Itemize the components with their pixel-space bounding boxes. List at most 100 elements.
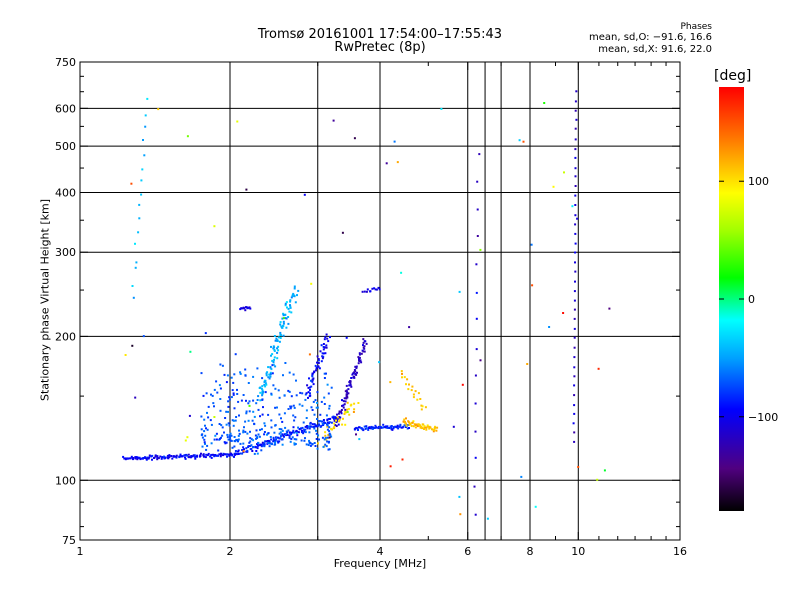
data-point [283, 435, 285, 438]
data-point [217, 449, 220, 452]
data-point [424, 406, 427, 409]
data-point [313, 423, 316, 426]
data-point [134, 266, 137, 269]
data-point [288, 310, 291, 313]
data-point [274, 443, 277, 446]
data-point [324, 352, 327, 355]
data-point [573, 299, 576, 302]
data-point [204, 442, 206, 445]
data-point [218, 423, 221, 425]
data-point [256, 367, 259, 370]
data-point [237, 450, 239, 453]
data-point [145, 457, 148, 460]
data-point [574, 185, 577, 187]
data-point [313, 442, 316, 444]
data-point [225, 423, 228, 426]
data-point [320, 400, 323, 403]
data-point [573, 336, 576, 339]
data-point [403, 418, 406, 421]
data-point [410, 425, 413, 427]
data-point [338, 420, 341, 423]
data-point [396, 161, 399, 164]
data-point [363, 347, 366, 350]
data-point [289, 300, 292, 303]
data-point [340, 409, 343, 411]
data-point [562, 312, 565, 314]
data-point [328, 436, 331, 439]
data-point [368, 427, 370, 429]
data-point [431, 428, 433, 431]
data-point [289, 299, 292, 302]
plot-frame [79, 61, 681, 541]
data-point [256, 452, 259, 455]
data-point [229, 437, 232, 440]
data-point [328, 407, 331, 410]
data-point [417, 392, 420, 395]
data-point [239, 442, 242, 445]
data-point [293, 419, 296, 422]
data-point [518, 139, 521, 142]
data-point [248, 404, 251, 407]
data-point [362, 428, 364, 431]
data-point [386, 427, 389, 429]
data-point [138, 217, 141, 220]
data-point [346, 401, 349, 404]
data-point [355, 365, 358, 368]
data-point [415, 423, 418, 426]
data-point [263, 443, 266, 446]
data-point [294, 301, 297, 304]
data-point [287, 389, 290, 392]
data-point [268, 445, 271, 448]
data-point [321, 436, 324, 439]
data-point [321, 420, 323, 423]
data-point [307, 425, 310, 428]
data-point [261, 394, 264, 397]
data-point [264, 440, 267, 443]
data-point [282, 314, 285, 317]
data-point [245, 410, 248, 413]
data-point [349, 380, 351, 383]
data-point [316, 355, 319, 358]
data-point [272, 438, 275, 441]
data-point [268, 377, 271, 380]
data-point [574, 232, 577, 235]
data-point [476, 208, 479, 211]
data-point [324, 431, 327, 434]
data-point [234, 450, 237, 452]
data-point [353, 375, 356, 378]
data-point [365, 342, 368, 345]
data-point [228, 454, 231, 457]
data-point [242, 446, 245, 449]
data-point [257, 395, 260, 398]
data-point [572, 422, 575, 425]
data-point [225, 441, 228, 444]
data-point [458, 495, 461, 498]
data-point [405, 422, 407, 425]
data-point [186, 135, 189, 138]
data-point [338, 418, 341, 421]
data-point [229, 432, 232, 435]
data-point [211, 394, 214, 397]
data-point [171, 457, 174, 460]
data-point [293, 285, 296, 288]
data-point [280, 434, 283, 437]
data-point [290, 431, 293, 434]
data-point [345, 411, 348, 414]
data-point [388, 427, 391, 429]
data-point [231, 419, 234, 422]
phases-legend-title: Phases [680, 22, 712, 32]
data-point [255, 429, 258, 432]
data-point [228, 398, 231, 401]
data-point [278, 396, 281, 399]
data-point [337, 412, 340, 415]
data-point [333, 419, 336, 422]
data-point [411, 385, 414, 388]
data-point [128, 457, 131, 460]
data-point [256, 435, 259, 438]
data-point [255, 450, 258, 452]
data-point [405, 424, 408, 427]
data-point [304, 398, 307, 401]
data-point [358, 352, 361, 355]
data-point [402, 420, 405, 423]
